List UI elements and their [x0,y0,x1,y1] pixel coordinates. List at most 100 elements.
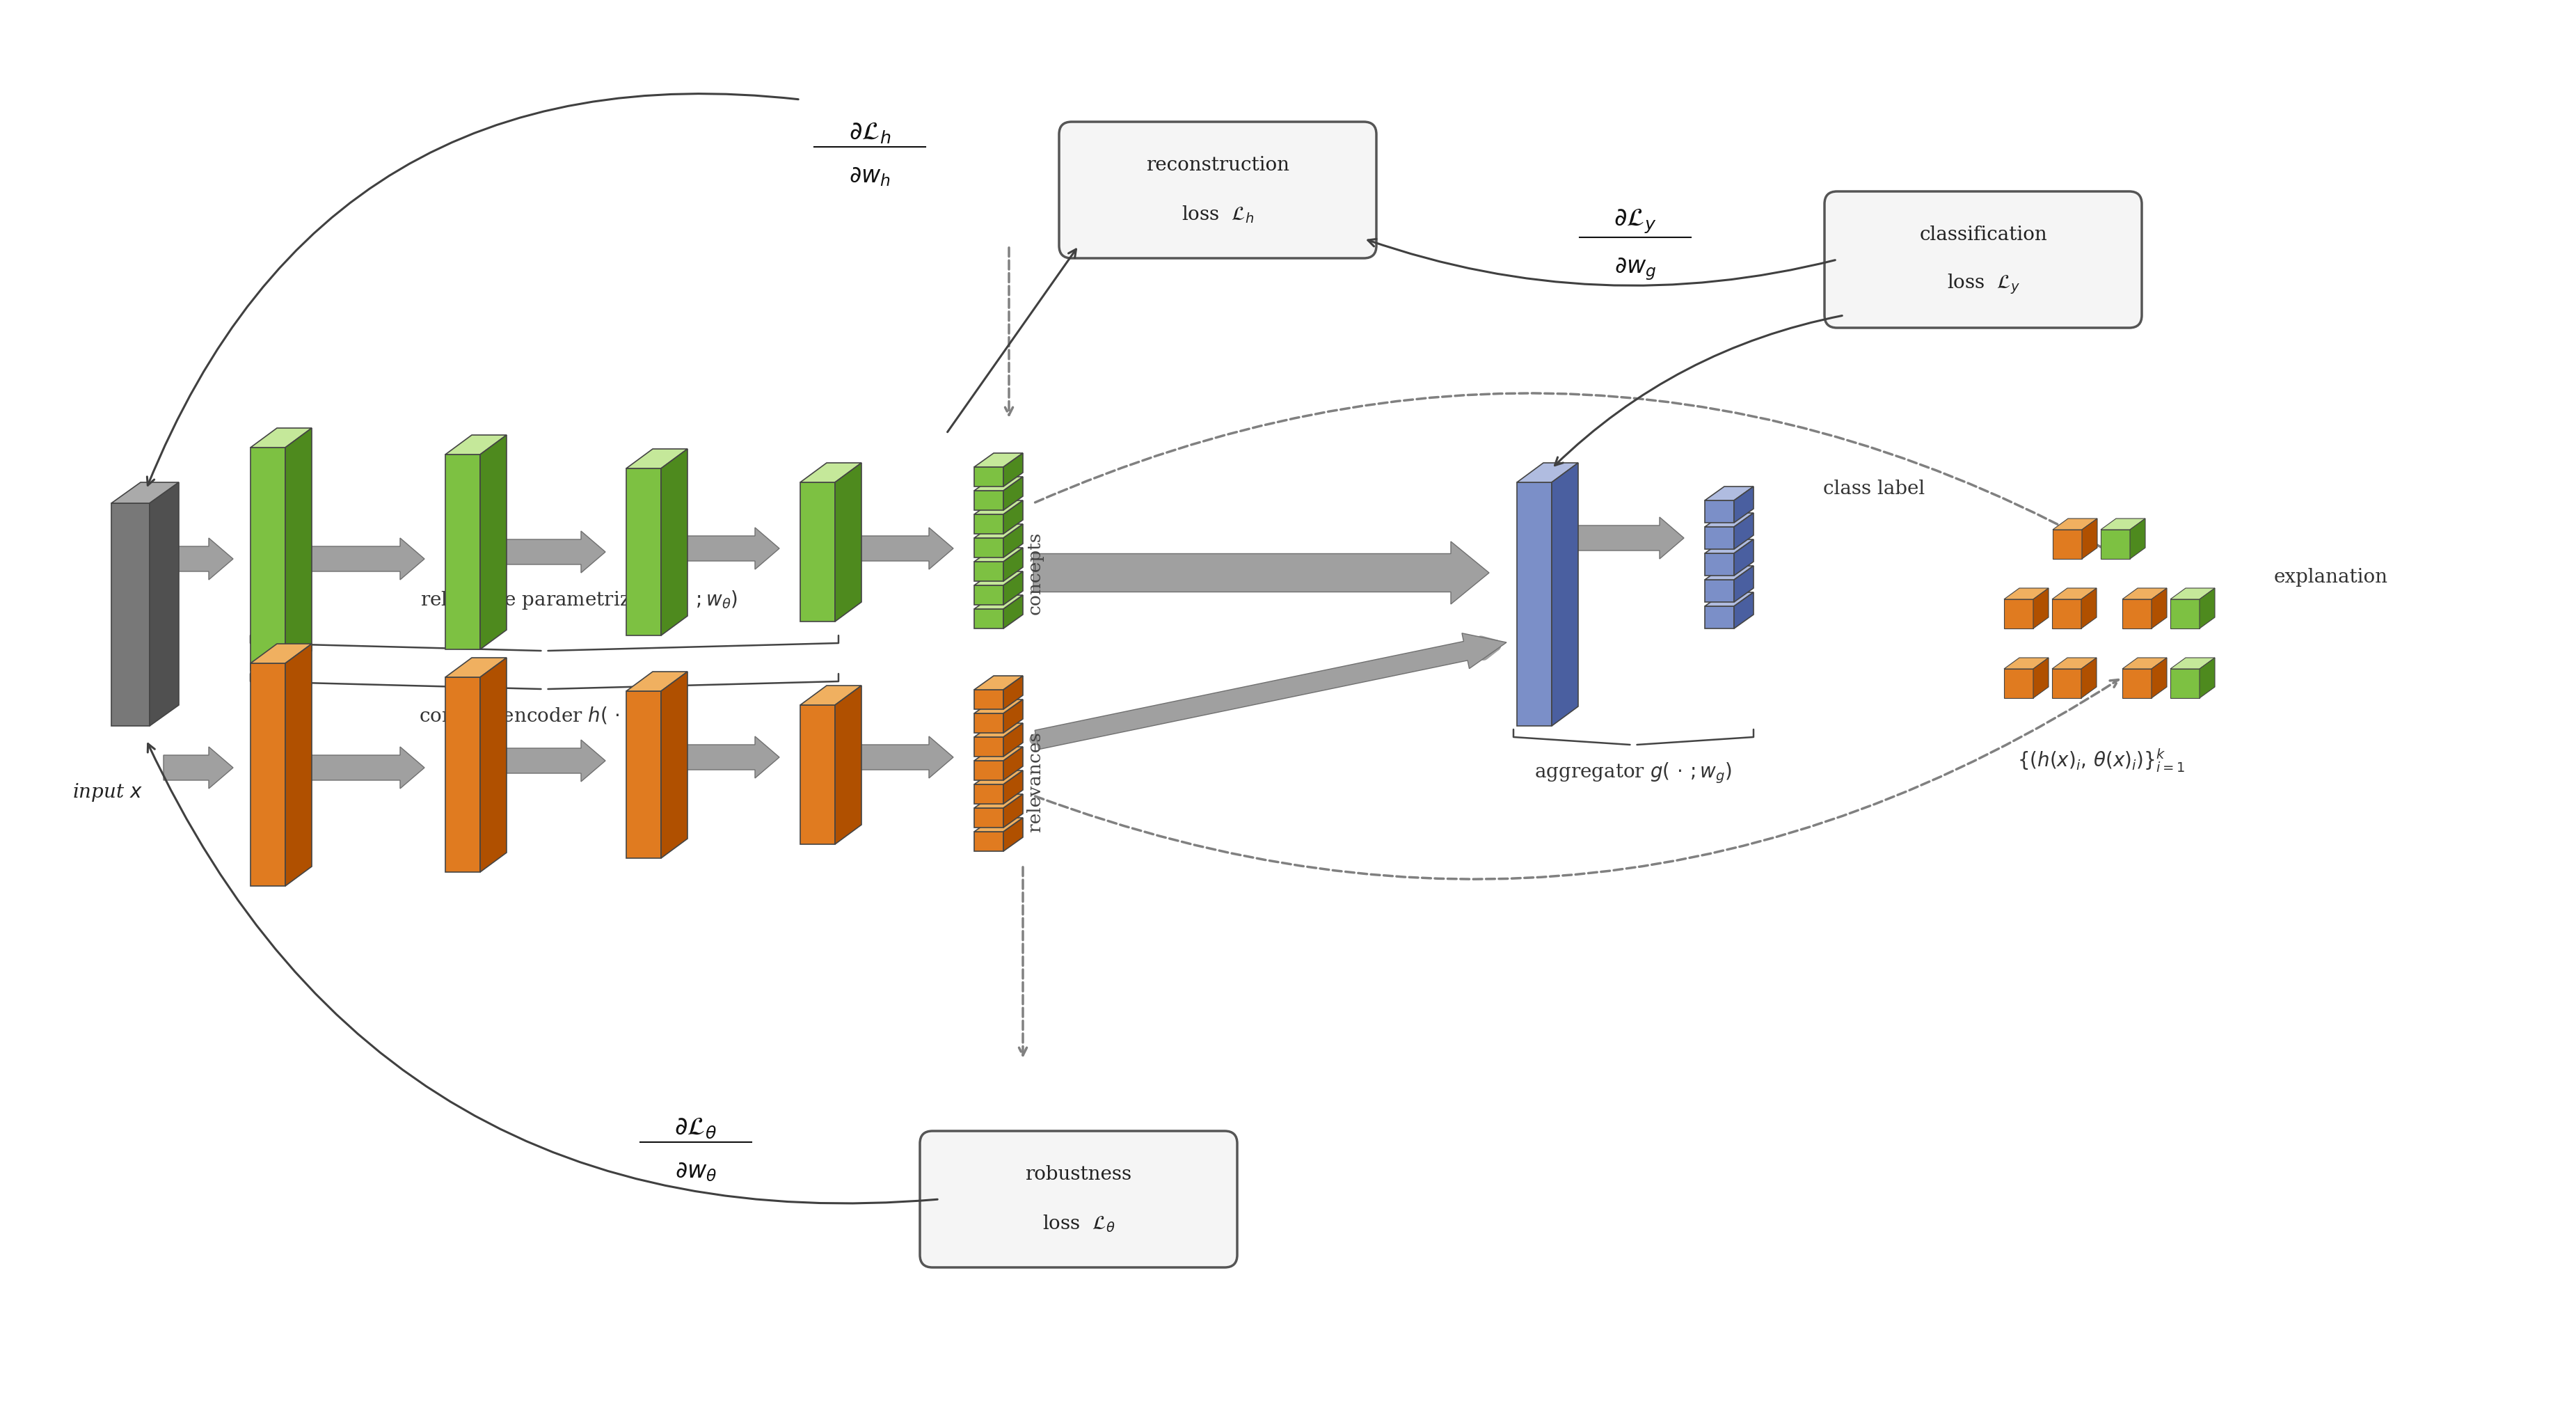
Polygon shape [2053,600,2081,628]
Polygon shape [1005,746,1023,780]
Polygon shape [2123,589,2166,600]
Polygon shape [1005,724,1023,756]
Polygon shape [974,538,1005,558]
Polygon shape [2172,600,2200,628]
Polygon shape [2053,529,2081,559]
Polygon shape [250,428,312,448]
Polygon shape [446,677,479,872]
FancyBboxPatch shape [1824,191,2141,328]
Polygon shape [2032,658,2048,698]
Polygon shape [626,672,688,691]
Polygon shape [974,700,1023,714]
Polygon shape [974,808,1005,828]
Polygon shape [1005,500,1023,534]
Polygon shape [974,524,1023,538]
Polygon shape [801,463,860,483]
Polygon shape [974,610,1005,628]
Polygon shape [250,643,312,663]
Polygon shape [801,705,835,845]
Polygon shape [801,686,860,705]
Polygon shape [1005,700,1023,734]
Polygon shape [1705,607,1734,628]
Polygon shape [1005,676,1023,710]
Polygon shape [2004,600,2032,628]
Polygon shape [1734,566,1754,603]
Polygon shape [479,658,507,872]
Text: aggregator $g(\,\cdot\,;w_g)$: aggregator $g(\,\cdot\,;w_g)$ [1535,760,1731,784]
Polygon shape [250,448,286,670]
Polygon shape [974,770,1023,784]
Polygon shape [974,714,1005,734]
Polygon shape [835,463,860,621]
Polygon shape [1005,770,1023,804]
Polygon shape [1517,483,1551,727]
Polygon shape [835,686,860,845]
FancyBboxPatch shape [1059,122,1376,258]
Polygon shape [2081,589,2097,628]
Polygon shape [2053,518,2097,529]
Polygon shape [2004,589,2048,600]
Polygon shape [1705,566,1754,580]
Polygon shape [1005,548,1023,582]
Text: relevances: relevances [1025,732,1043,832]
Polygon shape [974,676,1023,690]
Text: loss  $\mathcal{L}_\theta$: loss $\mathcal{L}_\theta$ [1043,1214,1115,1233]
Polygon shape [1005,794,1023,828]
Polygon shape [974,690,1005,710]
Polygon shape [1005,524,1023,558]
Polygon shape [974,724,1023,736]
Polygon shape [974,746,1023,760]
Polygon shape [1517,463,1579,483]
Text: concepts: concepts [1025,531,1043,614]
Text: loss  $\mathcal{L}_h$: loss $\mathcal{L}_h$ [1182,204,1255,225]
Text: $\{(h(x)_i,\,\theta(x)_i)\}_{i=1}^k$: $\{(h(x)_i,\,\theta(x)_i)\}_{i=1}^k$ [2017,746,2184,773]
Polygon shape [1033,542,1489,604]
Polygon shape [286,428,312,670]
Polygon shape [853,528,953,569]
Polygon shape [2081,658,2097,698]
Polygon shape [1705,580,1734,603]
Polygon shape [111,503,149,727]
Polygon shape [250,663,286,886]
Polygon shape [974,818,1023,832]
Text: robustness: robustness [1025,1166,1131,1184]
Text: class label: class label [1824,480,1924,498]
Polygon shape [1569,517,1685,559]
Polygon shape [2102,529,2130,559]
Polygon shape [1734,593,1754,628]
Polygon shape [626,469,662,635]
Polygon shape [974,548,1023,562]
Polygon shape [974,490,1005,510]
Polygon shape [1705,539,1754,553]
Polygon shape [2081,518,2097,559]
Polygon shape [2200,589,2215,628]
Polygon shape [1036,634,1507,749]
Polygon shape [853,736,953,779]
Polygon shape [2172,658,2215,669]
Polygon shape [446,435,507,455]
Text: $\partial w_g$: $\partial w_g$ [1615,256,1656,282]
Polygon shape [1005,572,1023,605]
Polygon shape [974,572,1023,586]
Polygon shape [149,483,178,727]
Polygon shape [2123,658,2166,669]
Polygon shape [304,538,425,580]
Polygon shape [1705,527,1734,549]
Text: relevance parametrizer $\theta(\,\cdot\,;w_\theta)$: relevance parametrizer $\theta(\,\cdot\,… [420,589,737,611]
Polygon shape [801,483,835,621]
Polygon shape [479,435,507,649]
Text: input $x$: input $x$ [72,781,144,803]
Polygon shape [1005,477,1023,510]
Polygon shape [1551,463,1579,727]
Polygon shape [2123,600,2151,628]
Polygon shape [2172,589,2215,600]
Polygon shape [2032,589,2048,628]
Polygon shape [2151,589,2166,628]
Polygon shape [446,455,479,649]
Polygon shape [677,528,781,569]
Polygon shape [497,739,605,781]
Text: $\partial w_h$: $\partial w_h$ [850,166,891,187]
Polygon shape [2130,518,2146,559]
Polygon shape [1705,593,1754,607]
Polygon shape [1734,513,1754,549]
